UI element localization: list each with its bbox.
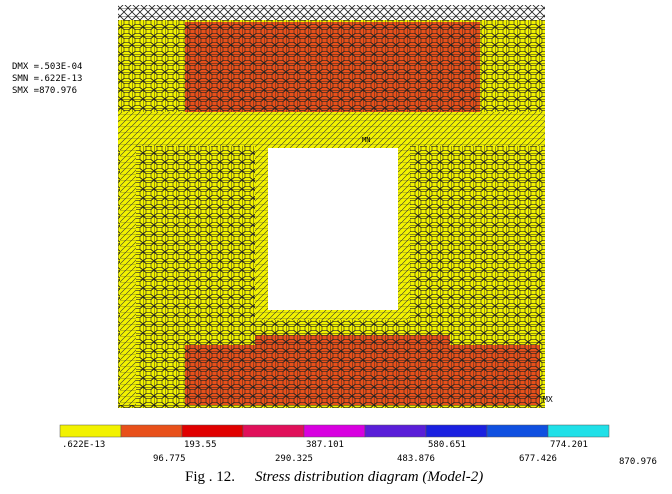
max-marker: MX bbox=[543, 395, 553, 404]
legend-label: 387.101 bbox=[306, 440, 344, 450]
legend-label: 483.876 bbox=[397, 454, 435, 464]
legend-swatch bbox=[426, 425, 487, 437]
mesh-plot: MN MX bbox=[118, 5, 553, 408]
stat-line: SMX =870.976 bbox=[12, 86, 77, 96]
legend-swatch bbox=[365, 425, 426, 437]
legend-swatch bbox=[60, 425, 121, 437]
legend-swatch bbox=[487, 425, 548, 437]
caption-text: Stress distribution diagram (Model-2) bbox=[255, 469, 483, 485]
legend-label: 677.426 bbox=[519, 454, 557, 464]
caption-number: Fig . 12. bbox=[185, 469, 235, 485]
legend-label: 580.651 bbox=[428, 440, 466, 450]
min-marker: MN bbox=[362, 136, 370, 144]
legend-label: 870.976 bbox=[619, 457, 657, 467]
legend-swatch bbox=[243, 425, 304, 437]
figure: MN MX DMX =.503E-04 SMN =.622E-13 SMX =8… bbox=[0, 0, 672, 490]
legend-swatch bbox=[121, 425, 182, 437]
legend-label: .622E-13 bbox=[62, 440, 105, 450]
color-legend: .622E-13 96.775 193.55 290.325 387.101 483.87… bbox=[60, 425, 657, 467]
legend-swatch bbox=[304, 425, 365, 437]
legend-swatch bbox=[182, 425, 243, 437]
legend-label: 193.55 bbox=[184, 440, 217, 450]
legend-label: 290.325 bbox=[275, 454, 313, 464]
stat-line: SMN =.622E-13 bbox=[12, 74, 82, 84]
stat-line: DMX =.503E-04 bbox=[12, 62, 82, 72]
legend-swatch bbox=[548, 425, 609, 437]
legend-label: 96.775 bbox=[153, 454, 186, 464]
legend-label: 774.201 bbox=[550, 440, 588, 450]
